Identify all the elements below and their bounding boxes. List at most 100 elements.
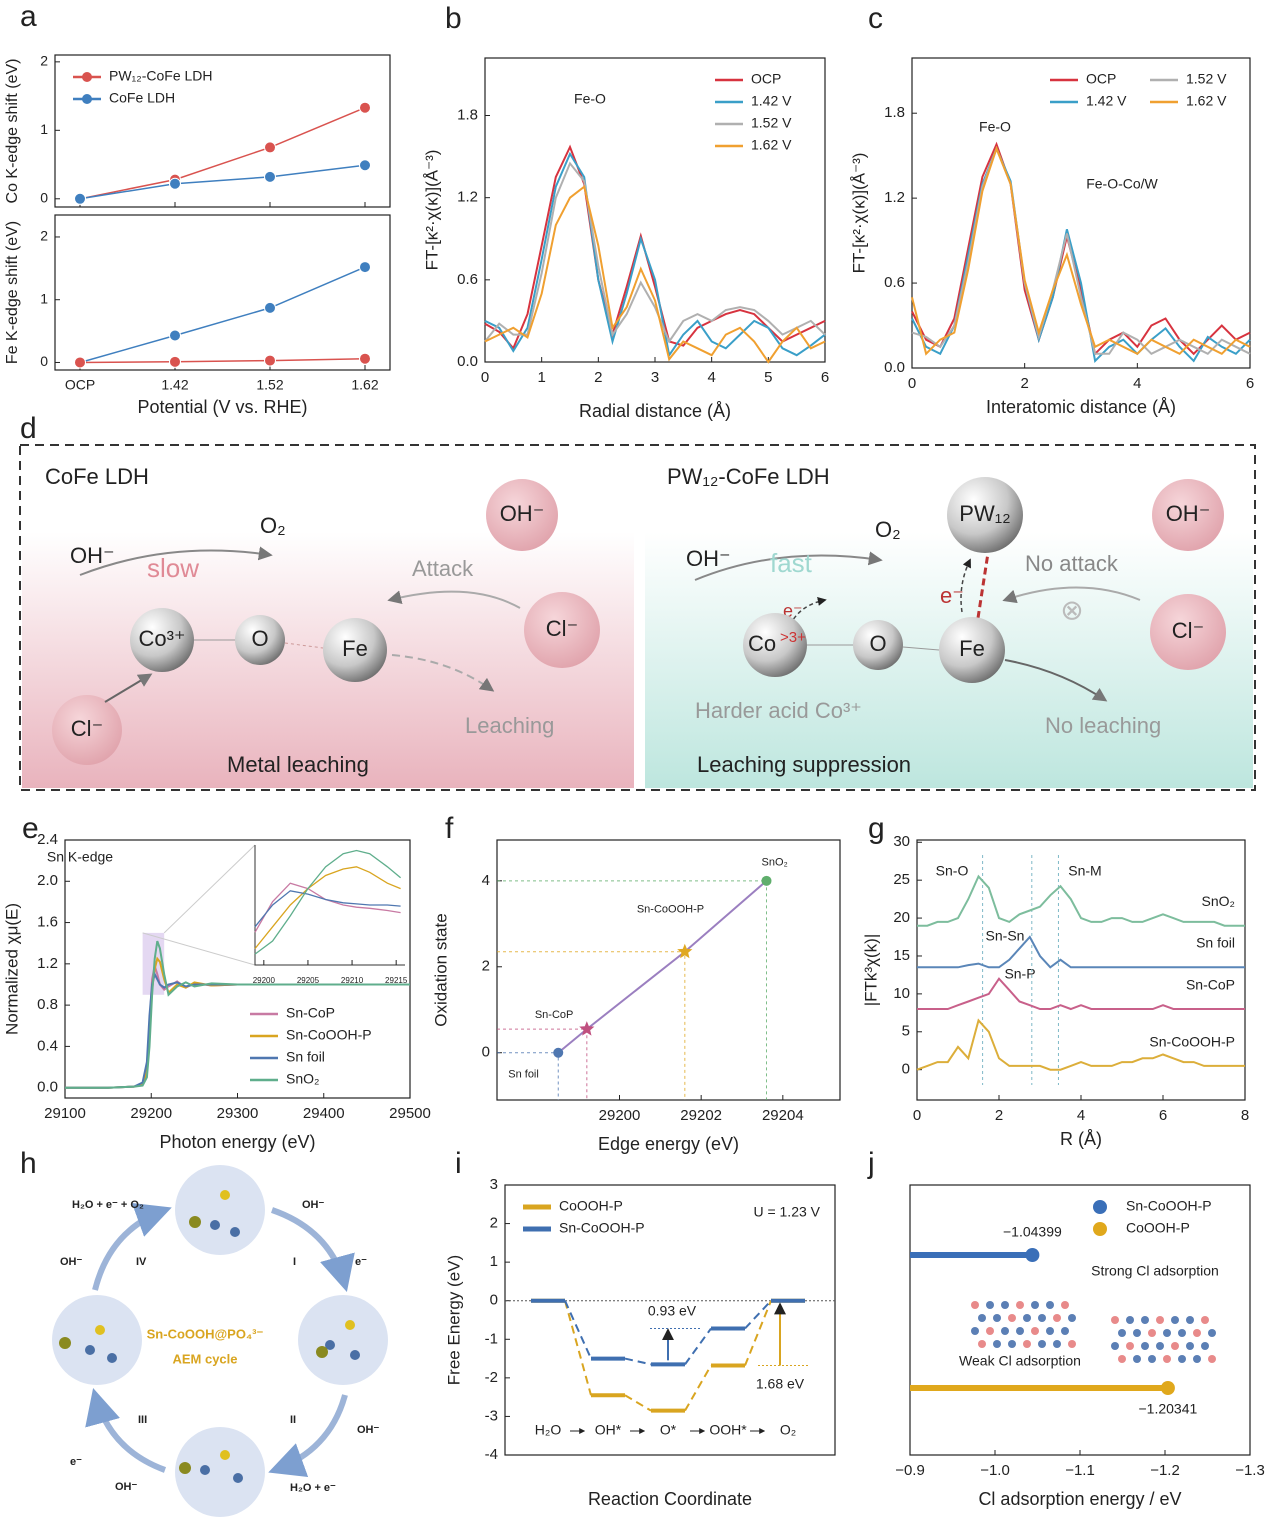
- structure-atom: [1016, 1327, 1024, 1335]
- y-tick-label: 0.6: [457, 271, 478, 288]
- y-tick-label: 2.4: [37, 831, 58, 848]
- series-line: [484, 184, 826, 364]
- structure-atom: [1193, 1355, 1201, 1363]
- x-tick-label: 29200: [253, 976, 276, 985]
- y-tick-label: -3: [485, 1407, 498, 1424]
- inset-connector: [163, 844, 256, 934]
- series-line: [484, 144, 826, 351]
- structure-atom: [1111, 1342, 1119, 1350]
- connector: [684, 1365, 712, 1412]
- bond: [284, 642, 324, 649]
- y-tick-label: -4: [485, 1446, 498, 1463]
- atom: [853, 620, 903, 670]
- x-axis-label: Radial distance (Å): [579, 401, 731, 421]
- legend-label: OCP: [751, 71, 781, 87]
- ion: OH⁻: [500, 501, 545, 526]
- marker: [264, 354, 276, 367]
- y-axis-label: Co K-edge shift (eV): [4, 59, 21, 204]
- y-tick-label: 25: [893, 871, 910, 888]
- x-tick-label: 29202: [680, 1107, 722, 1124]
- y-tick-label: 2: [40, 53, 48, 69]
- legend-label: CoFe LDH: [109, 90, 175, 106]
- fit-line: [557, 880, 768, 1054]
- series-line: [79, 107, 366, 200]
- legend-label: OCP: [1086, 71, 1116, 87]
- y-tick-label: 2.0: [37, 872, 58, 889]
- y-tick-label: 0.0: [457, 353, 478, 370]
- caption: Leaching suppression: [697, 752, 911, 777]
- structure-atom: [1038, 1314, 1046, 1322]
- structure-atom: [1163, 1329, 1171, 1337]
- x-tick-label: 4: [1077, 1107, 1085, 1124]
- x-tick-label: 0: [913, 1107, 921, 1124]
- structure-atom: [971, 1301, 979, 1309]
- legend-label: CoOOH-P: [559, 1198, 623, 1214]
- plot-frame: [911, 57, 1251, 369]
- rate: fast: [770, 548, 813, 578]
- x-tick-label: −1.0: [980, 1462, 1010, 1479]
- legend-label: SnO₂: [286, 1071, 319, 1087]
- panel-label: f: [445, 812, 454, 845]
- structure-atom: [1023, 1340, 1031, 1348]
- structure-atom: [1163, 1355, 1171, 1363]
- annotation: 1.68 eV: [756, 1376, 805, 1392]
- step: II: [290, 1414, 296, 1426]
- point-label: Sn-CoOOH-P: [637, 904, 704, 916]
- series-line: [911, 145, 1251, 363]
- y-tick-label: 1.8: [457, 106, 478, 123]
- y-axis-label: Free Energy (eV): [444, 1255, 463, 1385]
- structure-atom: [1178, 1329, 1186, 1337]
- ion-sphere: [1152, 479, 1224, 551]
- legend-label: 1.42 V: [751, 93, 792, 109]
- x-tick-label: 1.42: [161, 377, 188, 393]
- x-tick-label: −1.2: [1150, 1462, 1180, 1479]
- step: III: [138, 1414, 147, 1426]
- plot-frame: [504, 1184, 836, 1456]
- atom: [743, 613, 807, 677]
- plot-frame: [916, 839, 1246, 1101]
- arrow: [1004, 659, 1108, 702]
- marker: [169, 177, 181, 190]
- ion: Cl⁻: [546, 616, 578, 641]
- series-label: Sn-CoP: [1186, 976, 1235, 992]
- point-label: Sn foil: [508, 1069, 539, 1081]
- annotation: Fe-O: [979, 119, 1011, 135]
- panel-label: g: [868, 812, 885, 845]
- y-tick-label: 0: [902, 1061, 910, 1078]
- product: O₂: [875, 517, 901, 542]
- structure-atom: [1016, 1301, 1024, 1309]
- ion: OH⁻: [686, 546, 731, 571]
- panel-label: e: [22, 812, 39, 845]
- series-line: [911, 141, 1251, 356]
- legend-label: Sn-CoOOH-P: [1126, 1198, 1212, 1214]
- panel-label: c: [868, 2, 883, 35]
- structure-atom: [1023, 1314, 1031, 1322]
- x-tick-label: 29400: [303, 1105, 345, 1122]
- series-label: SnO₂: [1202, 893, 1235, 909]
- x-tick-label: 29205: [297, 976, 320, 985]
- y-tick-label: 0: [40, 353, 48, 369]
- structure-atom: [1126, 1342, 1134, 1350]
- annotation: Fe-O-Co/W: [1086, 176, 1158, 192]
- x-tick-label: 2: [1020, 375, 1028, 392]
- series-line: [484, 151, 826, 358]
- title: CoFe LDH: [45, 464, 149, 489]
- plot-frame: [909, 1184, 1251, 1456]
- x-tick-label: 0: [908, 375, 916, 392]
- species: OH⁻: [302, 1199, 325, 1211]
- ion-sphere: [52, 695, 122, 765]
- structure-atom: [1148, 1355, 1156, 1363]
- arrow: [391, 654, 495, 692]
- legend-label: PW₁₂-CoFe LDH: [109, 68, 213, 84]
- annotation: Fe-O: [574, 91, 606, 107]
- x-tick-label: OCP: [65, 377, 95, 393]
- structure-atom: [1118, 1355, 1126, 1363]
- x-tick-label: 6: [1159, 1107, 1167, 1124]
- legend-label: 1.62 V: [1186, 93, 1227, 109]
- marker: [359, 352, 371, 365]
- structure-atom: [1068, 1314, 1076, 1322]
- structure-atom: [1061, 1301, 1069, 1309]
- species: OH⁻: [60, 1256, 83, 1268]
- y-tick-label: 1: [40, 121, 48, 137]
- inset-axes: [254, 845, 405, 966]
